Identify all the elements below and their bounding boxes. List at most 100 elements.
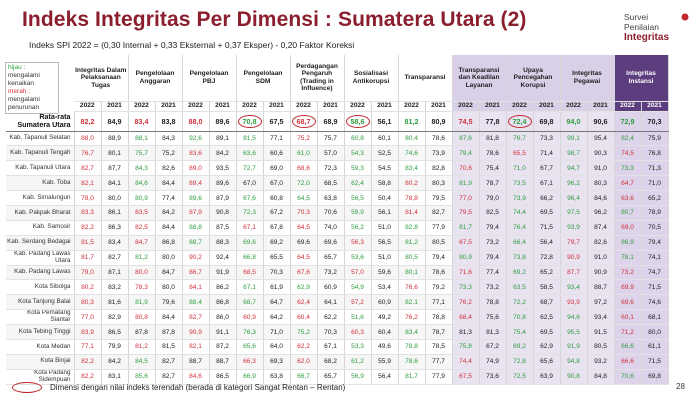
table-cell: 68,5: [236, 265, 264, 281]
table-cell: 62,9: [533, 339, 561, 355]
average-value: 89,6: [215, 116, 230, 126]
region-label: Kab. Tapanuli Selatan: [6, 131, 75, 147]
table-cell: 93,9: [560, 220, 588, 236]
table-cell: 82,7: [74, 160, 102, 177]
table-cell: 71,6: [452, 265, 480, 281]
table-row: Kota Padang Sidempuan 82,2 83,1 85,6 82,7 84,…: [6, 369, 669, 385]
table-cell: 79,5: [452, 205, 480, 221]
table-cell: 82,6: [587, 235, 615, 251]
column-header: Perdagangan Pengaruh (Trading in Influen…: [290, 55, 345, 102]
table-cell: 64,2: [263, 309, 291, 326]
table-cell: 81,8: [479, 131, 507, 147]
table-cell: 86,7: [182, 265, 210, 281]
region-label: Kota Medan: [6, 339, 75, 355]
table-cell: 66,6: [614, 339, 642, 355]
table-cell: 81,5: [155, 339, 183, 355]
table-cell: 87,5: [209, 220, 237, 236]
table-cell: 67,6: [290, 265, 318, 281]
table-cell: 91,1: [209, 324, 237, 340]
table-cell: 91,5: [587, 324, 615, 340]
table-cell: 82,2: [74, 220, 102, 236]
table-cell: 58,8: [371, 175, 399, 192]
table-cell: 88,9: [101, 131, 129, 147]
table-cell: 78,9: [641, 205, 669, 221]
table-cell: 84,2: [155, 205, 183, 221]
table-cell: 84,2: [101, 354, 129, 370]
table-cell: 80,9: [452, 250, 480, 266]
table-cell: 84,2: [209, 145, 237, 162]
year-header: 2021: [263, 101, 291, 112]
year-header: 2022: [128, 101, 156, 112]
table-cell: 95,4: [587, 131, 615, 147]
table-cell: 70,8: [506, 309, 534, 326]
table-cell: 72,8: [533, 250, 561, 266]
table-cell: 65,7: [317, 250, 345, 266]
table-cell: 56,1: [371, 205, 399, 221]
table-cell: 51,0: [371, 220, 399, 236]
table-cell: 80,3: [425, 175, 453, 192]
average-value: 77,8: [485, 116, 500, 126]
region-label: Kab. Serdang Bedagai: [6, 235, 75, 251]
table-cell: 66,2: [533, 190, 561, 206]
table-cell: 76,2: [398, 309, 426, 326]
page-number: 28: [676, 382, 685, 391]
table-cell: 70,3: [317, 324, 345, 340]
table-cell: 86,5: [209, 369, 237, 385]
table-cell: 83,2: [101, 279, 129, 296]
table-cell: 66,9: [236, 369, 264, 385]
table-cell: 83,4: [101, 235, 129, 251]
table-cell: 84,6: [587, 190, 615, 206]
table-cell: 61,2: [344, 354, 372, 370]
table-cell: 79,6: [155, 294, 183, 311]
table-cell: 71,0: [506, 160, 534, 177]
average-value: 80,9: [431, 116, 446, 126]
table-cell: 73,8: [506, 250, 534, 266]
table-cell: 97,2: [587, 294, 615, 311]
table-cell: 68,7: [236, 294, 264, 311]
table-cell: 68,7: [533, 294, 561, 311]
table-cell: 76,2: [452, 294, 480, 311]
table-cell: 90,2: [182, 250, 210, 266]
table-cell: 64,0: [263, 339, 291, 355]
table-cell: 59,3: [344, 160, 372, 177]
table-cell: 76,8: [641, 145, 669, 162]
table-cell: 76,6: [398, 279, 426, 296]
table-row: Kota Binjai 82,2 84,2 84,5 82,7 88,7 88,7 66,3 6…: [6, 354, 669, 370]
table-cell: 90,9: [587, 265, 615, 281]
year-header: 2022: [452, 101, 480, 112]
average-cell: 81,2: [398, 111, 426, 132]
table-cell: 84,8: [587, 369, 615, 385]
logo-mark-icon: [681, 13, 689, 21]
column-header: Pengelolaan PBJ: [182, 55, 237, 102]
table-cell: 87,2: [209, 339, 237, 355]
table-cell: 74,1: [641, 250, 669, 266]
table-cell: 82,2: [74, 369, 102, 385]
table-cell: 67,0: [263, 175, 291, 192]
table-cell: 81,2: [398, 235, 426, 251]
table-cell: 74,9: [479, 354, 507, 370]
average-cell: 83,4: [128, 111, 156, 132]
table-cell: 83,4: [398, 160, 426, 177]
table-cell: 59,9: [344, 205, 372, 221]
oval-marker-icon: [12, 382, 42, 393]
table-cell: 79,9: [101, 339, 129, 355]
table-cell: 75,2: [290, 324, 318, 340]
page-subtitle: Indeks SPI 2022 = (0,30 Internal + 0,33 …: [29, 40, 355, 50]
table-cell: 82,5: [128, 220, 156, 236]
table-cell: 57,0: [317, 145, 345, 162]
table-cell: 67,6: [236, 190, 264, 206]
table-cell: 86,0: [209, 309, 237, 326]
table-cell: 89,1: [209, 131, 237, 147]
average-cell: 74,5: [452, 111, 480, 132]
table-cell: 73,3: [533, 131, 561, 147]
table-cell: 82,7: [155, 354, 183, 370]
year-header: 2021: [317, 101, 345, 112]
table-cell: 67,2: [263, 205, 291, 221]
table-cell: 60,9: [317, 279, 345, 296]
table-cell: 60,9: [236, 309, 264, 326]
table-cell: 54,3: [344, 145, 372, 162]
table-cell: 88,0: [74, 131, 102, 147]
table-cell: 72,7: [236, 160, 264, 177]
table-cell: 84,1: [182, 279, 210, 296]
table-cell: 82,1: [182, 339, 210, 355]
